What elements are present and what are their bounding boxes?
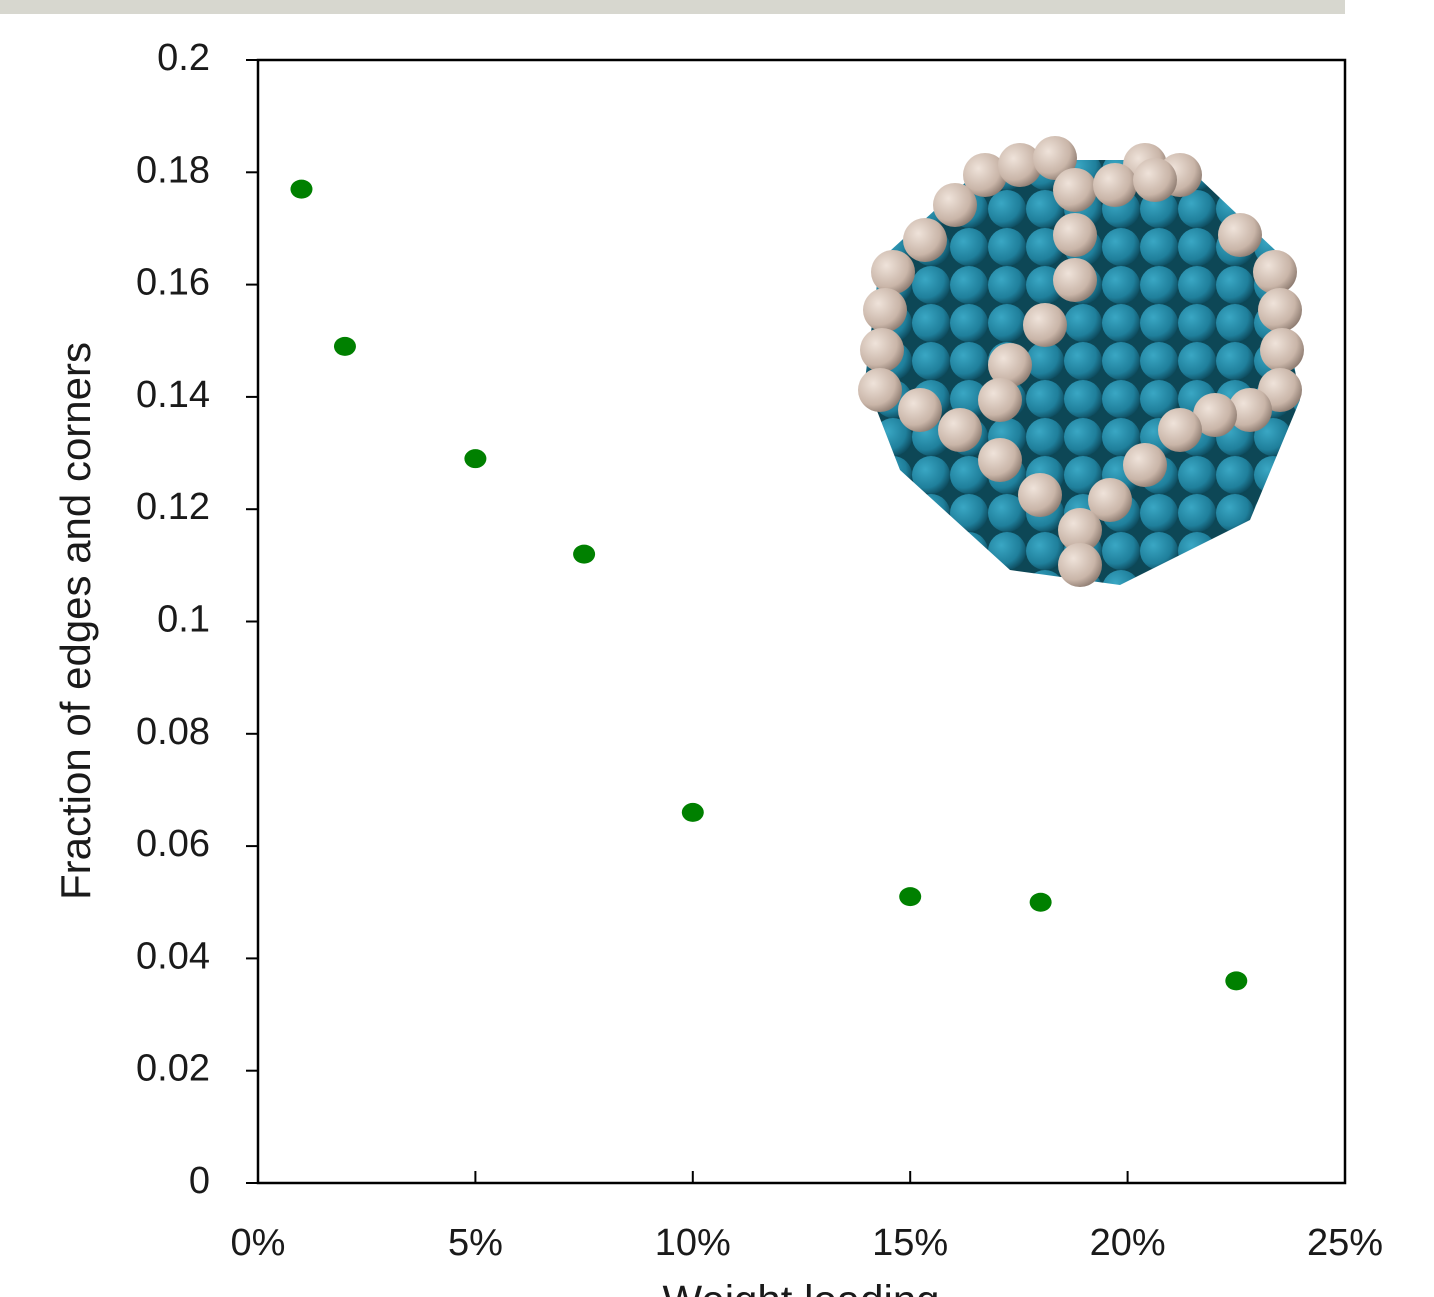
x-tick-label: 20% [1090, 1222, 1166, 1264]
x-tick-label: 15% [872, 1222, 948, 1264]
data-point [1225, 971, 1247, 990]
data-point [290, 180, 312, 199]
y-tick-label: 0.12 [136, 486, 210, 528]
y-tick-label: 0.02 [136, 1048, 210, 1090]
data-point [334, 337, 356, 356]
x-axis-label: Weight loading [662, 1276, 939, 1297]
x-tick-label: 5% [448, 1222, 503, 1264]
x-tick-label: 25% [1307, 1222, 1383, 1264]
nanoparticle-inset [850, 136, 1310, 600]
top-bar [0, 0, 1345, 14]
data-point [899, 887, 921, 906]
data-point [464, 449, 486, 468]
y-tick-label: 0.16 [136, 262, 210, 304]
x-tick-label: 0% [231, 1222, 286, 1264]
y-tick-label: 0.04 [136, 935, 210, 977]
y-tick-label: 0.2 [157, 37, 210, 79]
y-axis-label: Fraction of edges and corners [52, 342, 99, 900]
y-tick-label: 0.06 [136, 823, 210, 865]
data-point [682, 803, 704, 822]
y-tick-label: 0.1 [157, 599, 210, 641]
y-tick-label: 0.18 [136, 149, 210, 191]
y-tick-label: 0 [189, 1160, 210, 1202]
chart: Fraction of edges and corners Weight loa… [0, 0, 1434, 1297]
y-tick-label: 0.08 [136, 711, 210, 753]
x-tick-label: 10% [655, 1222, 731, 1264]
data-point [573, 545, 595, 564]
data-point [1030, 893, 1052, 912]
y-tick-label: 0.14 [136, 374, 210, 416]
